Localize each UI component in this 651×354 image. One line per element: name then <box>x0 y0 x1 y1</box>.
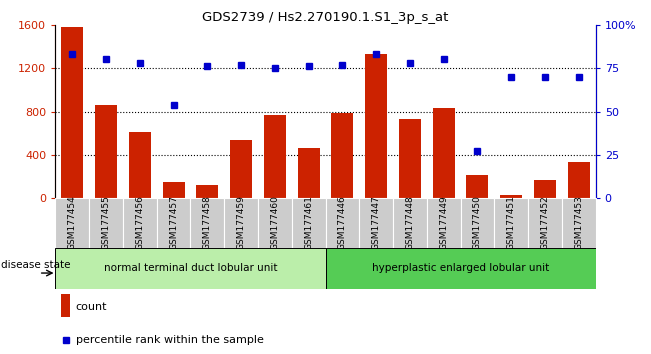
Text: GSM177458: GSM177458 <box>203 195 212 251</box>
Text: GSM177460: GSM177460 <box>270 195 279 251</box>
Title: GDS2739 / Hs2.270190.1.S1_3p_s_at: GDS2739 / Hs2.270190.1.S1_3p_s_at <box>202 11 449 24</box>
Bar <box>298 148 320 198</box>
Bar <box>258 198 292 248</box>
Bar <box>129 132 151 198</box>
Bar <box>331 113 353 198</box>
Bar <box>433 108 454 198</box>
Bar <box>55 198 89 248</box>
Bar <box>562 198 596 248</box>
Text: GSM177452: GSM177452 <box>540 196 549 250</box>
Text: GSM177446: GSM177446 <box>338 196 347 250</box>
Bar <box>55 248 325 289</box>
Text: GSM177454: GSM177454 <box>68 196 77 250</box>
Bar <box>123 198 157 248</box>
Bar <box>494 198 528 248</box>
Bar <box>568 162 590 198</box>
Bar <box>224 198 258 248</box>
Text: GSM177457: GSM177457 <box>169 195 178 251</box>
Text: percentile rank within the sample: percentile rank within the sample <box>76 335 264 344</box>
Bar <box>399 119 421 198</box>
Text: GSM177461: GSM177461 <box>304 195 313 251</box>
Bar <box>461 198 494 248</box>
Text: normal terminal duct lobular unit: normal terminal duct lobular unit <box>104 263 277 273</box>
Text: GSM177455: GSM177455 <box>102 195 111 251</box>
Text: count: count <box>76 302 107 312</box>
Bar <box>157 198 191 248</box>
Bar <box>427 198 461 248</box>
Bar <box>359 198 393 248</box>
Bar <box>191 198 224 248</box>
Bar <box>528 198 562 248</box>
Text: hyperplastic enlarged lobular unit: hyperplastic enlarged lobular unit <box>372 263 549 273</box>
Text: GSM177449: GSM177449 <box>439 196 448 250</box>
Text: GSM177451: GSM177451 <box>506 195 516 251</box>
Text: GSM177447: GSM177447 <box>372 196 381 250</box>
Bar <box>534 180 556 198</box>
Bar <box>197 185 218 198</box>
Bar <box>393 198 427 248</box>
Bar <box>292 198 326 248</box>
Text: GSM177453: GSM177453 <box>574 195 583 251</box>
Bar <box>326 248 596 289</box>
Text: GSM177448: GSM177448 <box>406 196 415 250</box>
Bar <box>500 195 522 198</box>
Bar <box>467 176 488 198</box>
Text: disease state: disease state <box>1 259 70 270</box>
Bar <box>163 182 184 198</box>
Text: GSM177450: GSM177450 <box>473 195 482 251</box>
Bar <box>264 115 286 198</box>
Bar <box>230 140 252 198</box>
Bar <box>61 27 83 198</box>
Bar <box>326 198 359 248</box>
Bar <box>95 105 117 198</box>
Bar <box>89 198 123 248</box>
Bar <box>365 54 387 198</box>
Bar <box>61 295 70 317</box>
Text: GSM177459: GSM177459 <box>236 195 245 251</box>
Text: GSM177456: GSM177456 <box>135 195 145 251</box>
